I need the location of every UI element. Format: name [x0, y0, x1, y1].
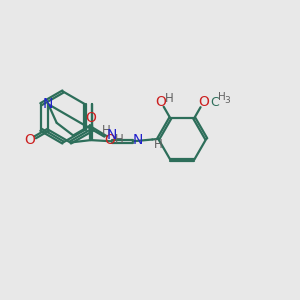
Text: N: N [43, 97, 53, 111]
Text: H: H [218, 92, 226, 102]
Text: O: O [155, 95, 166, 109]
Text: H: H [165, 92, 174, 105]
Text: H: H [115, 133, 123, 146]
Text: H: H [154, 137, 163, 151]
Text: 3: 3 [224, 96, 230, 105]
Text: O: O [85, 111, 96, 125]
Text: N: N [106, 128, 117, 142]
Text: N: N [133, 133, 143, 147]
Text: O: O [198, 95, 209, 109]
Text: C: C [210, 96, 219, 110]
Text: H: H [102, 124, 111, 137]
Text: O: O [25, 133, 35, 147]
Text: O: O [104, 133, 115, 147]
